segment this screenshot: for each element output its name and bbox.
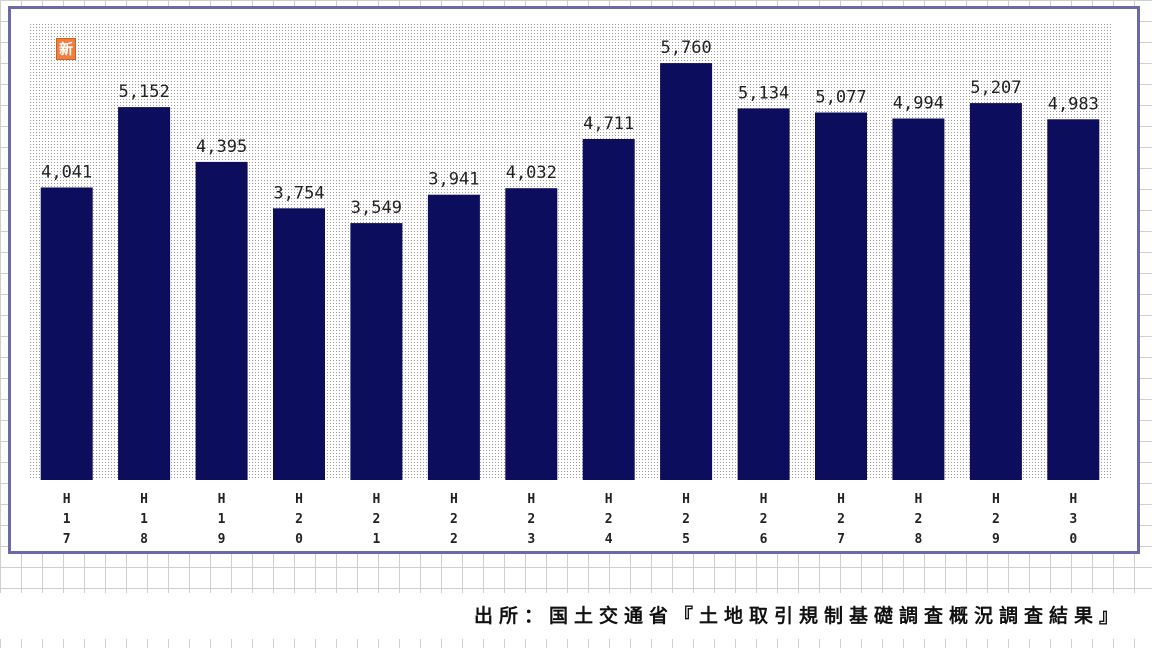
plot-area <box>28 24 1112 480</box>
tick-char: 1 <box>372 532 380 547</box>
tick-char: 1 <box>63 512 71 527</box>
tick-char: 2 <box>295 512 303 527</box>
bar-H24 <box>582 139 635 480</box>
value-label-H24: 4,711 <box>583 114 634 134</box>
tick-char: H <box>140 492 148 507</box>
tick-char: H <box>992 492 1000 507</box>
tick-char: 2 <box>760 512 768 527</box>
tick-label-H20: H 2 0 <box>295 492 303 547</box>
tick-char: H <box>450 492 458 507</box>
value-label-H30: 4,983 <box>1048 94 1099 114</box>
value-label-H23: 4,032 <box>506 163 557 183</box>
value-label-H19: 4,395 <box>196 137 247 157</box>
bar-H25 <box>660 63 713 480</box>
tick-label-H24: H 2 4 <box>605 492 613 547</box>
bar-H17 <box>40 187 93 480</box>
tick-char: 2 <box>605 512 613 527</box>
value-label-H26: 5,134 <box>738 83 789 103</box>
logo-icon: 新 <box>56 38 76 60</box>
tick-char: 3 <box>1069 512 1077 527</box>
tick-char: 2 <box>450 512 458 527</box>
tick-label-H19: H 1 9 <box>218 492 226 547</box>
tick-label-H30: H 3 0 <box>1069 492 1077 547</box>
bar-H30 <box>1047 119 1100 481</box>
tick-char: 8 <box>914 532 922 547</box>
value-label-H18: 5,152 <box>119 82 170 102</box>
tick-char: 2 <box>837 512 845 527</box>
bar-H23 <box>505 188 558 480</box>
bar-chart: 4,041 5,152 4,395 3,754 3,549 3,941 4,032 4,711… <box>28 24 1112 547</box>
tick-char: 9 <box>218 532 226 547</box>
value-label-H27: 5,077 <box>815 88 866 108</box>
tick-label-H28: H 2 8 <box>914 492 922 547</box>
tick-char: H <box>63 492 71 507</box>
tick-label-H26: H 2 6 <box>760 492 768 547</box>
tick-char: 2 <box>527 512 535 527</box>
bar-H20 <box>273 208 325 481</box>
tick-char: 2 <box>914 512 922 527</box>
tick-char: H <box>295 492 303 507</box>
tick-char: 7 <box>63 532 71 547</box>
value-label-H21: 3,549 <box>351 198 402 218</box>
bar-H27 <box>815 112 867 480</box>
tick-char: 2 <box>450 532 458 547</box>
value-label-H29: 5,207 <box>970 78 1021 98</box>
value-label-H20: 3,754 <box>273 183 324 203</box>
tick-char: 0 <box>1069 532 1077 547</box>
tick-char: 9 <box>992 532 1000 547</box>
bar-H18 <box>118 107 171 480</box>
bar-H22 <box>427 194 480 480</box>
tick-char: H <box>1069 492 1077 507</box>
tick-char: 1 <box>218 512 226 527</box>
bar-H19 <box>195 161 248 480</box>
bar-H26 <box>737 108 790 481</box>
source-note: 出所：国土交通省『土地取引規制基礎調査概況調査結果』 <box>473 605 1124 627</box>
tick-char: 0 <box>295 532 303 547</box>
tick-char: 2 <box>372 512 380 527</box>
tick-char: H <box>760 492 768 507</box>
value-label-H28: 4,994 <box>893 94 944 114</box>
tick-char: H <box>914 492 922 507</box>
tick-label-H23: H 2 3 <box>527 492 535 547</box>
bar-H29 <box>969 103 1022 480</box>
tick-char: 2 <box>682 512 690 527</box>
tick-char: 1 <box>140 512 148 527</box>
bar-H28 <box>892 118 945 480</box>
value-label-H22: 3,941 <box>428 170 479 190</box>
tick-label-H27: H 2 7 <box>837 492 845 547</box>
tick-char: H <box>372 492 380 507</box>
tick-label-H22: H 2 2 <box>450 492 458 547</box>
tick-label-H18: H 1 8 <box>140 492 148 547</box>
tick-label-H25: H 2 5 <box>682 492 690 547</box>
bar-H21 <box>350 223 403 480</box>
tick-char: H <box>218 492 226 507</box>
tick-char: 8 <box>140 532 148 547</box>
tick-char: H <box>837 492 845 507</box>
tick-label-H17: H 1 7 <box>63 492 71 547</box>
tick-char: 6 <box>760 532 768 547</box>
footer-area <box>0 593 1152 639</box>
tick-char: H <box>527 492 535 507</box>
tick-char: 3 <box>527 532 535 547</box>
tick-char: 4 <box>605 532 613 547</box>
tick-label-H21: H 2 1 <box>372 492 380 547</box>
tick-label-H29: H 2 9 <box>992 492 1000 547</box>
tick-char: 7 <box>837 532 845 547</box>
tick-char: 5 <box>682 532 690 547</box>
tick-char: H <box>605 492 613 507</box>
tick-char: 2 <box>992 512 1000 527</box>
value-label-H17: 4,041 <box>41 163 92 183</box>
tick-char: H <box>682 492 690 507</box>
value-label-H25: 5,760 <box>661 38 712 58</box>
